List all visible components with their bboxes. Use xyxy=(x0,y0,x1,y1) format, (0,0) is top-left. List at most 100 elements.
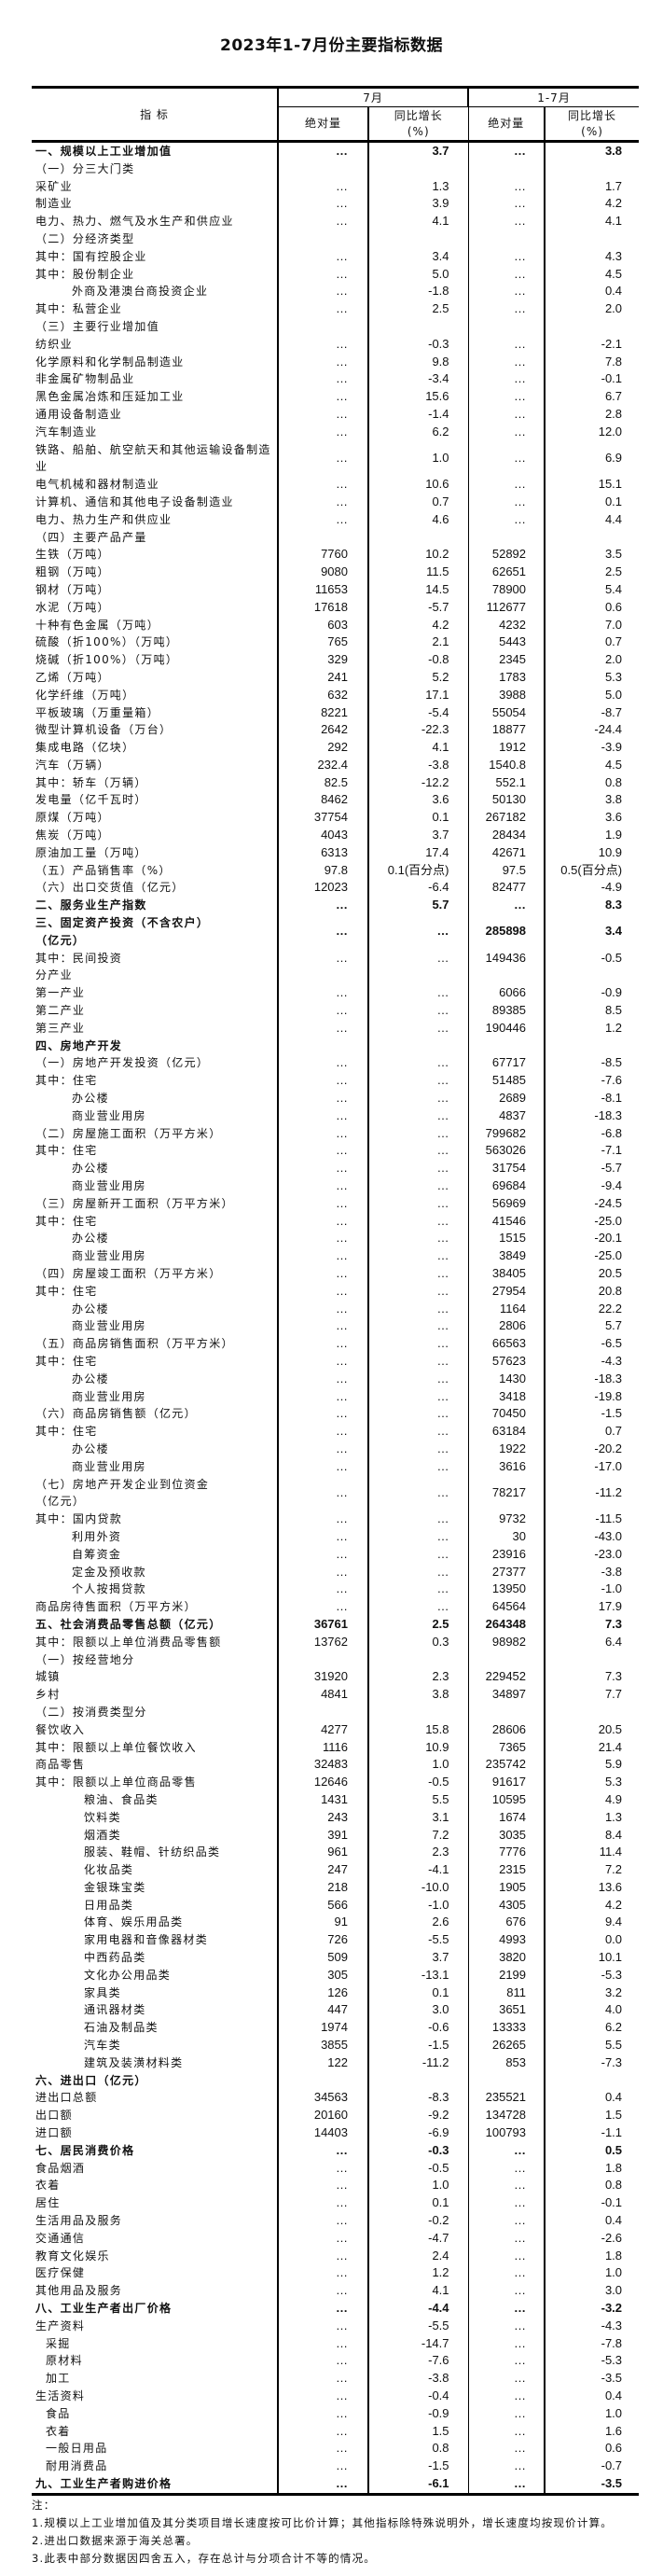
month-absolute-cell: 4841 xyxy=(277,1686,368,1704)
table-row: 办公楼…… 1430 -18.3 xyxy=(32,1370,640,1388)
month-absolute-cell: … xyxy=(277,1352,368,1371)
month-yoy-cell: 2.5 xyxy=(366,300,469,318)
cumulative-yoy-cell: -7.8 xyxy=(544,2334,640,2353)
table-row: 其中：股份制企业… 5.0… 4.5 xyxy=(32,265,640,284)
cumulative-yoy-cell: 3.5 xyxy=(544,546,640,564)
row-label-cell: 食品 xyxy=(46,2406,71,2420)
row-label-cell: 非金属矿物制品业 xyxy=(35,372,135,386)
month-column-group: 7月 xyxy=(276,87,469,107)
cumulative-yoy-cell: 2.8 xyxy=(544,405,640,424)
row-label-cell: 衣着 xyxy=(46,2424,71,2438)
month-yoy-cell: -12.2 xyxy=(366,773,469,792)
cumulative-yoy-cell: -7.6 xyxy=(544,1072,640,1091)
cumulative-absolute-cell: 676 xyxy=(467,1914,546,1932)
table-row: 其中：限额以上单位餐饮收入 1116 10.9 7365 21.4 xyxy=(32,1738,640,1757)
cumulative-yoy-cell: 4.2 xyxy=(544,195,640,214)
cumulative-yoy-cell: 0.5 xyxy=(544,2141,640,2160)
month-absolute-cell: 31920 xyxy=(277,1668,368,1687)
notes-heading: 注： xyxy=(32,2499,56,2512)
cumulative-absolute-cell: 38405 xyxy=(467,1265,546,1283)
row-label-cell: （六）出口交货值（亿元） xyxy=(35,881,185,895)
cumulative-yoy-cell: 0.0 xyxy=(544,1931,640,1950)
table-row: 饮料类 243 3.1 1674 1.3 xyxy=(32,1808,640,1827)
month-yoy-cell: -6.1 xyxy=(366,2474,469,2495)
month-yoy-cell: -1.0 xyxy=(366,1896,469,1915)
cumulative-yoy-cell: -7.3 xyxy=(544,2054,640,2072)
row-label-cell: （三）房屋新开工面积（万平方米） xyxy=(35,1196,234,1210)
cumulative-yoy-cell: -20.1 xyxy=(544,1230,640,1248)
table-row: 出口额 20160 -9.2 134728 1.5 xyxy=(32,2107,640,2125)
cumulative-absolute-cell: 1164 xyxy=(467,1300,546,1318)
cumulative-absolute-cell: … xyxy=(467,2247,546,2265)
month-yoy-cell: … xyxy=(366,1212,469,1231)
table-row: 金银珠宝类 218 -10.0 1905 13.6 xyxy=(32,1878,640,1897)
cumulative-yoy-cell: -5.3 xyxy=(544,1966,640,1984)
cumulative-yoy-cell: -7.1 xyxy=(544,1142,640,1161)
month-yoy-cell: 14.5 xyxy=(366,580,469,599)
row-label-cell: 十种有色金属（万吨） xyxy=(35,618,160,632)
table-row: 交通通信… -4.7… -2.6 xyxy=(32,2229,640,2248)
row-label-cell: （五）商品房销售面积（万平方米） xyxy=(35,1337,234,1351)
table-row: （二）分经济类型 xyxy=(32,230,640,248)
table-row: 加工… -3.8… -3.5 xyxy=(32,2370,640,2388)
cumulative-absolute-cell: 13333 xyxy=(467,2019,546,2038)
month-yoy-cell xyxy=(366,160,469,178)
row-label-cell: 五、社会消费品零售总额（亿元） xyxy=(35,1617,222,1631)
cumulative-yoy-cell: 0.5(百分点) xyxy=(544,861,640,880)
table-row: 纺织业… -0.3… -2.1 xyxy=(32,335,640,354)
month-yoy-header: 同比增长 (%) xyxy=(366,106,469,142)
row-label-cell: 其中：限额以上单位商品零售 xyxy=(35,1775,197,1789)
row-label-cell: 汽车类 xyxy=(84,2039,121,2053)
month-yoy-cell: 0.1 xyxy=(366,2194,469,2213)
month-absolute-cell: … xyxy=(277,1019,368,1037)
month-yoy-cell: 4.1 xyxy=(366,739,469,757)
month-absolute-cell: 32483 xyxy=(277,1756,368,1775)
month-yoy-cell: -5.7 xyxy=(366,598,469,617)
month-yoy-cell xyxy=(366,1703,469,1721)
cumulative-absolute-cell: … xyxy=(467,405,546,424)
row-label-cell: 焦炭（万吨） xyxy=(35,828,110,842)
month-absolute-cell: … xyxy=(277,2458,368,2475)
row-label-cell: （一）房地产开发投资（亿元） xyxy=(35,1056,210,1070)
month-yoy-cell: 1.3 xyxy=(366,177,469,196)
row-label-cell: 其中：股份制企业 xyxy=(35,267,135,281)
month-yoy-cell: … xyxy=(366,1107,469,1125)
month-absolute-cell: … xyxy=(277,493,368,511)
cumulative-yoy-cell: 0.6 xyxy=(544,2440,640,2458)
table-row: 其中：住宅…… 57623 -4.3 xyxy=(32,1352,640,1371)
cumulative-absolute-cell: 63184 xyxy=(467,1423,546,1441)
month-absolute-cell xyxy=(277,160,368,178)
month-yoy-cell: -5.5 xyxy=(366,2317,469,2335)
cumulative-absolute-cell: 235742 xyxy=(467,1756,546,1775)
row-label-cell: 微型计算机设备（万台） xyxy=(35,723,173,737)
row-label-cell: 日用品类 xyxy=(84,1898,134,1912)
month-yoy-cell: -11.2 xyxy=(366,2054,469,2072)
row-label-cell: 铁路、船舶、航空航天和其他运输设备制造 业 xyxy=(35,442,271,474)
table-row: 商业营业用房…… 3418 -19.8 xyxy=(32,1387,640,1406)
table-row: （六）出口交货值（亿元） 12023 -6.4 82477 -4.9 xyxy=(32,879,640,898)
table-row: 黑色金属冶炼和压延加工业… 15.6… 6.7 xyxy=(32,388,640,406)
month-yoy-cell xyxy=(366,230,469,248)
section-row: 九、工业生产者购进价格… -6.1… -3.5 xyxy=(32,2474,640,2495)
row-label-cell: 烧碱（折100%）（万吨） xyxy=(35,653,179,667)
row-label-cell: 其中：限额以上单位消费品零售额 xyxy=(35,1635,222,1649)
cumulative-absolute-cell: 3988 xyxy=(467,686,546,704)
cumulative-yoy-cell: -5.3 xyxy=(544,2352,640,2371)
row-label-cell: 衣着 xyxy=(35,2179,61,2193)
cumulative-absolute-cell: 7776 xyxy=(467,1844,546,1862)
month-absolute-cell: 566 xyxy=(277,1896,368,1915)
month-absolute-cell: … xyxy=(277,2247,368,2265)
cumulative-absolute-cell: 31754 xyxy=(467,1160,546,1178)
row-label-cell: 商业营业用房 xyxy=(72,1249,146,1263)
cumulative-yoy-cell: 3.4 xyxy=(544,914,640,950)
cumulative-yoy-cell: -1.5 xyxy=(544,1405,640,1424)
cumulative-absolute-cell: … xyxy=(467,370,546,389)
table-row: 商业营业用房…… 69684 -9.4 xyxy=(32,1177,640,1195)
month-absolute-cell xyxy=(277,317,368,336)
month-yoy-cell: 2.4 xyxy=(366,2247,469,2265)
row-label-cell: （四）房屋竣工面积（万平方米） xyxy=(35,1267,222,1280)
month-yoy-cell xyxy=(366,2071,469,2090)
table-row: 居住… 0.1… -0.1 xyxy=(32,2194,640,2213)
month-absolute-cell: … xyxy=(277,1230,368,1248)
month-yoy-cell: … xyxy=(366,1598,469,1616)
